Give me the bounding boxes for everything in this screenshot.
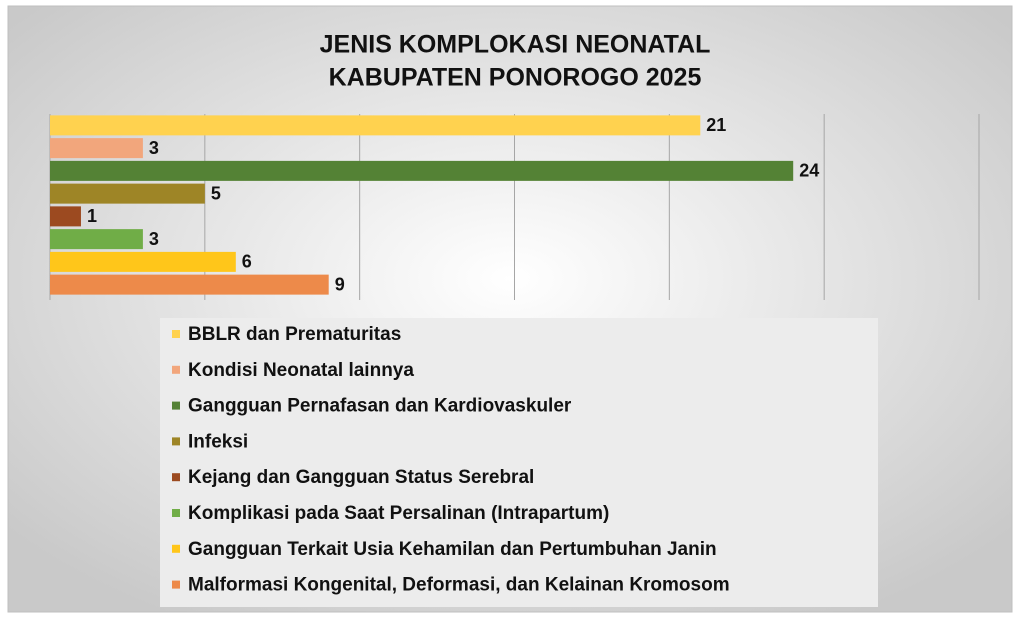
bar (50, 115, 701, 136)
legend-label: Kejang dan Gangguan Status Serebral (188, 467, 534, 488)
legend-label: Gangguan Pernafasan dan Kardiovaskuler (188, 396, 572, 417)
legend-label: Kondisi Neonatal lainnya (188, 360, 414, 381)
legend-label: Infeksi (188, 431, 248, 452)
data-label: 24 (799, 161, 819, 181)
chart-title: JENIS KOMPLOKASI NEONATAL (320, 31, 711, 59)
bar (50, 251, 236, 272)
data-label: 6 (242, 252, 252, 272)
legend-swatch (172, 509, 180, 517)
data-label: 3 (149, 138, 159, 158)
bar (50, 183, 205, 204)
chart-title: KABUPATEN PONOROGO 2025 (329, 64, 702, 92)
legend-label: Malformasi Kongenital, Deformasi, dan Ke… (188, 575, 730, 596)
legend-swatch (172, 544, 180, 553)
data-label: 3 (149, 229, 159, 249)
bar (50, 229, 143, 250)
legend-label: Gangguan Terkait Usia Kehamilan dan Pert… (188, 539, 717, 560)
bar (50, 160, 794, 181)
legend-swatch (172, 473, 180, 482)
legend-swatch (172, 437, 180, 446)
legend-swatch (172, 330, 180, 338)
legend-label: Komplikasi pada Saat Persalinan (Intrapa… (188, 503, 609, 524)
legend-swatch (172, 365, 180, 374)
legend-swatch (172, 401, 180, 410)
data-label: 1 (87, 206, 97, 226)
data-label: 5 (211, 183, 221, 203)
legend-label: BBLR dan Prematuritas (188, 324, 401, 345)
bar (50, 206, 81, 227)
data-label: 9 (335, 274, 345, 294)
legend-swatch (172, 580, 180, 589)
bar (50, 274, 329, 295)
legend-box (160, 318, 878, 607)
bar (50, 138, 143, 159)
data-label: 21 (706, 115, 726, 135)
